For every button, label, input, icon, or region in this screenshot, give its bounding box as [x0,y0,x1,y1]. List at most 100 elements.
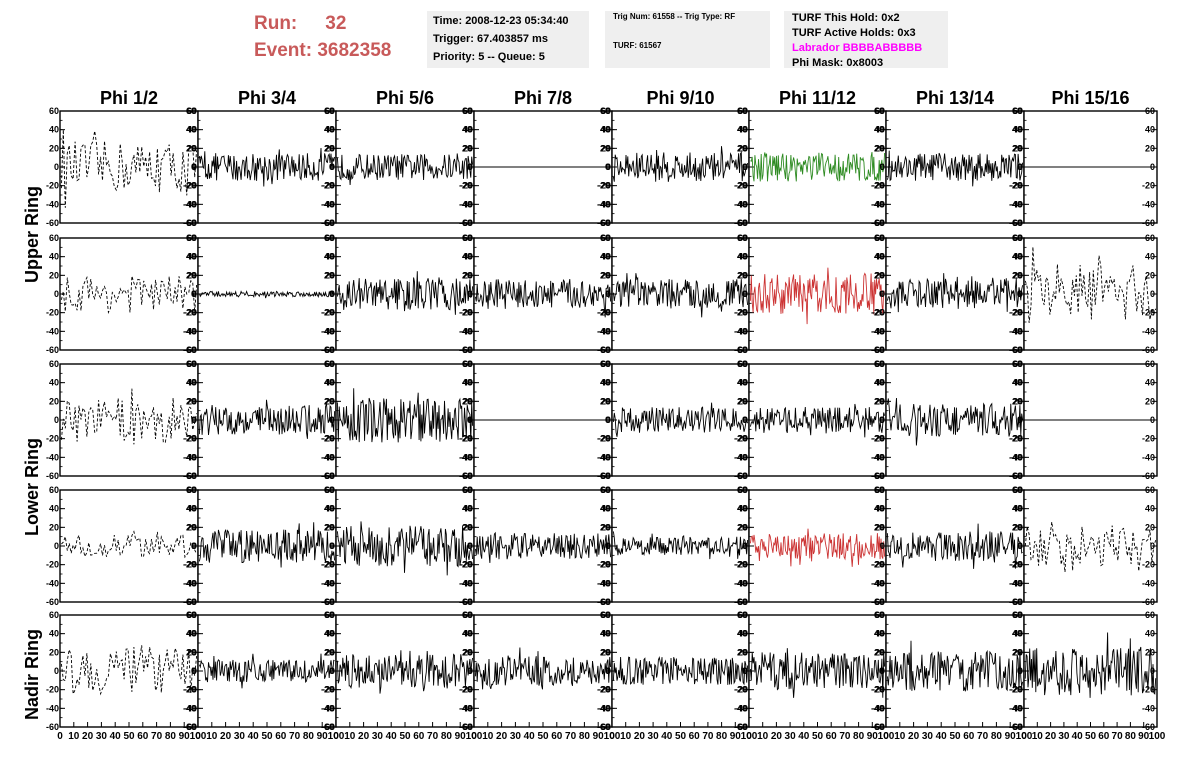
y-tick-label: 60 [462,610,472,620]
y-tick-label: 40 [325,125,335,135]
y-tick-label: 60 [186,485,196,495]
panel-frame [59,237,199,351]
x-tick-label: 30 [372,731,384,742]
y-tick-label: 0 [192,541,197,551]
y-tick-label: 40 [463,252,473,262]
y-tick-label: 20 [874,647,884,657]
y-tick-label: 0 [329,289,334,299]
y-tick-label: 60 [874,610,884,620]
x-tick-label: 20 [908,731,920,742]
y-tick-label: -20 [322,434,335,444]
y-tick-label: 20 [875,143,885,153]
y-tick-label: -60 [598,722,611,732]
y-tick-label: 0 [329,666,334,676]
y-tick-label: -60 [321,597,334,607]
x-tick-label: 70 [702,731,714,742]
y-tick-label: -60 [598,471,611,481]
y-tick-label: -40 [734,703,747,713]
y-tick-label: -40 [598,326,611,336]
y-tick-label: -40 [321,326,334,336]
x-tick-label: 70 [839,731,851,742]
y-tick-label: 60 [1012,359,1022,369]
y-tick-label: -40 [460,452,473,462]
waveform-panel: -60 -60 -40 -40 -20 -20 0 0 20 20 40 40 60 60 [184,233,337,355]
waveform-trace [198,290,335,299]
x-tick-label: 90 [1005,731,1017,742]
y-tick-label: -60 [871,471,884,481]
y-tick-label: 0 [743,666,748,676]
y-tick-label: -20 [184,308,197,318]
event-value: 3682358 [317,40,392,61]
y-tick-label: -20 [184,685,197,695]
y-tick-label: 20 [600,143,610,153]
y-tick-label: -40 [322,326,335,336]
turf-hold-text: TURF This Hold: 0x2 [792,12,900,24]
y-tick-label: 40 [186,252,196,262]
waveform-panel: -60 -60 -40 -40 -20 -20 0 0 20 20 40 40 60 60 [322,106,475,228]
y-tick-label: 40 [600,378,610,388]
y-tick-label: 40 [462,629,472,639]
x-tick-label: 70 [151,731,163,742]
y-tick-label: 20 [1145,396,1155,406]
x-tick-label: 50 [261,731,273,742]
y-tick-label: -20 [184,181,197,191]
x-tick-label: 60 [137,731,149,742]
row-label: Lower Ring [22,438,42,536]
y-tick-label: -60 [322,218,335,228]
waveform-trace [474,531,612,563]
y-tick-label: -20 [872,181,885,191]
y-tick-label: 40 [324,504,334,514]
y-tick-label: -60 [597,345,610,355]
y-tick-label: -20 [1010,181,1023,191]
y-tick-label: -40 [1142,199,1155,209]
y-tick-label: 40 [325,504,335,514]
y-tick-label: 20 [737,522,747,532]
y-tick-label: 20 [187,647,197,657]
y-tick-label: 0 [54,666,59,676]
y-tick-label: -20 [871,308,884,318]
time-text: Time: 2008-12-23 05:34:40 [433,15,569,27]
y-tick-label: 0 [1150,541,1155,551]
waveform-trace [612,273,749,318]
y-tick-label: -40 [322,578,335,588]
y-tick-label: 40 [187,125,197,135]
waveform-panel: -60 -60 -40 -40 -20 -20 0 0 20 20 40 40 60 60 [598,233,750,355]
y-tick-label: -40 [459,703,472,713]
y-tick-label: 60 [324,106,334,116]
y-tick-label: 20 [49,396,59,406]
y-tick-label: -20 [871,560,884,570]
panel-frame [1023,489,1158,603]
y-tick-label: 20 [462,143,472,153]
waveform-trace [474,647,612,690]
x-tick-label: 90 [455,731,467,742]
y-tick-label: -60 [871,722,884,732]
y-tick-label: -40 [460,199,473,209]
y-tick-label: -60 [598,345,611,355]
y-tick-label: 60 [1013,106,1023,116]
column-header: Phi 9/10 [646,88,714,108]
waveform-trace [61,530,198,559]
y-tick-label: -60 [460,597,473,607]
y-tick-label: -40 [183,578,196,588]
y-tick-label: -40 [46,452,59,462]
y-tick-label: -60 [1009,218,1022,228]
y-tick-label: -60 [1009,722,1022,732]
y-tick-label: 20 [462,647,472,657]
y-tick-label: 20 [462,522,472,532]
x-tick-label: 10 [620,731,632,742]
y-tick-label: -40 [184,199,197,209]
x-tick-label: 30 [648,731,660,742]
y-tick-label: -40 [322,199,335,209]
y-tick-label: 40 [1145,629,1155,639]
waveform-panel: -60 -60 -40 -40 -20 -20 0 0 20 20 40 40 60 60 [598,359,750,481]
y-tick-label: -20 [322,685,335,695]
y-tick-label: -40 [1142,578,1155,588]
y-tick-label: 0 [468,289,473,299]
y-tick-label: 0 [1018,415,1023,425]
y-tick-label: 60 [324,610,334,620]
y-tick-label: -60 [321,471,334,481]
y-tick-label: -40 [872,452,885,462]
column-header: Phi 11/12 [779,88,856,108]
